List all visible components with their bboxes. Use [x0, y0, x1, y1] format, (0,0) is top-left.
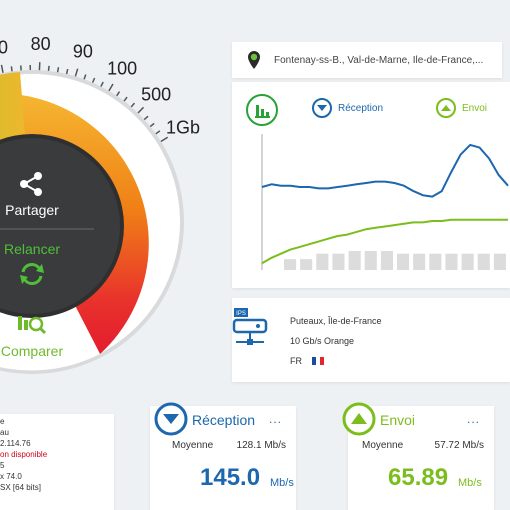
refresh-icon[interactable]	[21, 263, 43, 285]
location-bar[interactable]: Fontenay-ss-B., Val-de-Marne, Ile-de-Fra…	[232, 42, 502, 78]
speed-line-chart	[261, 134, 509, 270]
gauge-tick-mark	[116, 91, 121, 97]
chart-bar	[316, 253, 329, 270]
chart-bar	[461, 253, 474, 270]
reception-card[interactable]: Réception ... Moyenne 128.1 Mb/s 145.0 M…	[150, 402, 296, 510]
send-average-label: Moyenne	[362, 440, 404, 451]
speed-gauge: Partager Relancer Comparer 2030405060708…	[0, 34, 200, 374]
chart-bar	[493, 253, 506, 270]
share-button[interactable]: Partager	[5, 202, 59, 218]
chart-bar	[332, 253, 345, 270]
info-row: e	[0, 417, 5, 426]
send-average-value: 57.72 Mb/s	[434, 440, 484, 451]
server-country: FR	[290, 356, 302, 366]
upload-arrow-icon	[342, 402, 376, 436]
gauge-tick-mark	[108, 83, 114, 92]
legend-reception-label: Réception	[338, 102, 384, 114]
restart-button[interactable]: Relancer	[4, 241, 60, 257]
chart-series-line	[261, 143, 509, 198]
server-icon: IPS	[232, 308, 268, 345]
compare-button[interactable]: Comparer	[1, 343, 64, 359]
system-info-panel: e au 2.114.76 on disponible 5 x 74.0 SX …	[0, 414, 114, 510]
gauge-tick-mark	[149, 122, 155, 128]
gauge-tick-mark	[0, 64, 4, 73]
compare-icon[interactable]	[18, 316, 47, 335]
gauge-tick-mark	[74, 68, 79, 77]
send-speed-value: 65.89	[388, 464, 449, 491]
info-row: 2.114.76	[0, 439, 31, 448]
reception-more-button[interactable]: ...	[268, 412, 282, 426]
chart-bar	[477, 253, 490, 270]
chart-bar	[380, 251, 393, 270]
chart-bar	[397, 253, 410, 270]
gauge-tick-label: 90	[73, 41, 93, 61]
gauge-tick-label: 70	[0, 37, 8, 57]
gauge-tick-label: 100	[107, 59, 137, 79]
gauge-tick-mark	[47, 65, 50, 71]
gauge-tick-label: 80	[31, 34, 51, 54]
reception-speed-value: 145.0	[200, 464, 261, 491]
send-title: Envoi	[380, 412, 416, 428]
share-icon[interactable]	[20, 172, 42, 196]
server-city: Puteaux, Île-de-France	[290, 316, 382, 326]
location-pin-icon	[248, 51, 260, 69]
gauge-tick-mark	[91, 77, 96, 83]
info-row: SX [64 bits]	[0, 483, 41, 492]
send-speed-unit: Mb/s	[458, 477, 482, 489]
chart-bar	[445, 253, 458, 270]
chart-series-line	[261, 218, 508, 265]
speed-chart-panel: Réception Envoi	[232, 82, 510, 288]
info-row: au	[0, 428, 9, 437]
gauge-tick-label: 500	[141, 84, 171, 104]
reception-speed-unit: Mb/s	[270, 477, 294, 489]
chart-bar	[364, 251, 377, 270]
gauge-tick-mark	[10, 66, 13, 72]
gauge-tick-mark	[83, 74, 87, 80]
gauge-tick-mark	[100, 81, 104, 87]
chart-bar	[348, 251, 361, 270]
info-row: x 74.0	[0, 472, 22, 481]
gauge-tick-mark	[65, 68, 69, 75]
svg-text:IPS: IPS	[236, 311, 246, 317]
download-arrow-icon	[312, 98, 332, 118]
gauge-tick-mark	[137, 106, 145, 114]
chart-bar	[284, 259, 297, 270]
gauge-tick-mark	[143, 115, 149, 121]
location-text: Fontenay-ss-B., Val-de-Marne, Ile-de-Fra…	[274, 54, 484, 66]
legend-send[interactable]: Envoi	[436, 98, 487, 118]
reception-average-label: Moyenne	[172, 440, 214, 451]
gauge-tick-label: 1Gb	[166, 118, 200, 138]
legend-send-label: Envoi	[462, 102, 488, 114]
reception-average-value: 128.1 Mb/s	[236, 440, 286, 451]
send-card[interactable]: Envoi ... Moyenne 57.72 Mb/s 65.89 Mb/s	[342, 402, 494, 510]
info-row: 5	[0, 461, 5, 470]
reception-title: Réception	[192, 412, 256, 428]
server-isp: 10 Gb/s Orange	[290, 336, 355, 346]
chart-bar	[413, 253, 426, 270]
send-more-button[interactable]: ...	[466, 412, 480, 426]
france-flag-icon	[312, 357, 324, 365]
server-panel: IPS Puteaux, Île-de-France 10 Gb/s Orang…	[232, 298, 510, 382]
upload-arrow-icon	[436, 98, 456, 118]
gauge-tick-mark	[160, 136, 169, 143]
gauge-tick-mark	[56, 67, 60, 73]
chart-bar	[429, 253, 442, 270]
gauge-tick-mark	[130, 102, 136, 108]
gauge-tick-mark	[155, 130, 161, 135]
legend-reception[interactable]: Réception	[312, 98, 383, 118]
chart-bar	[300, 259, 313, 270]
download-arrow-icon	[154, 402, 188, 436]
info-row: on disponible	[0, 450, 48, 459]
bar-chart-icon[interactable]	[246, 94, 278, 126]
gauge-tick-mark	[123, 96, 128, 102]
